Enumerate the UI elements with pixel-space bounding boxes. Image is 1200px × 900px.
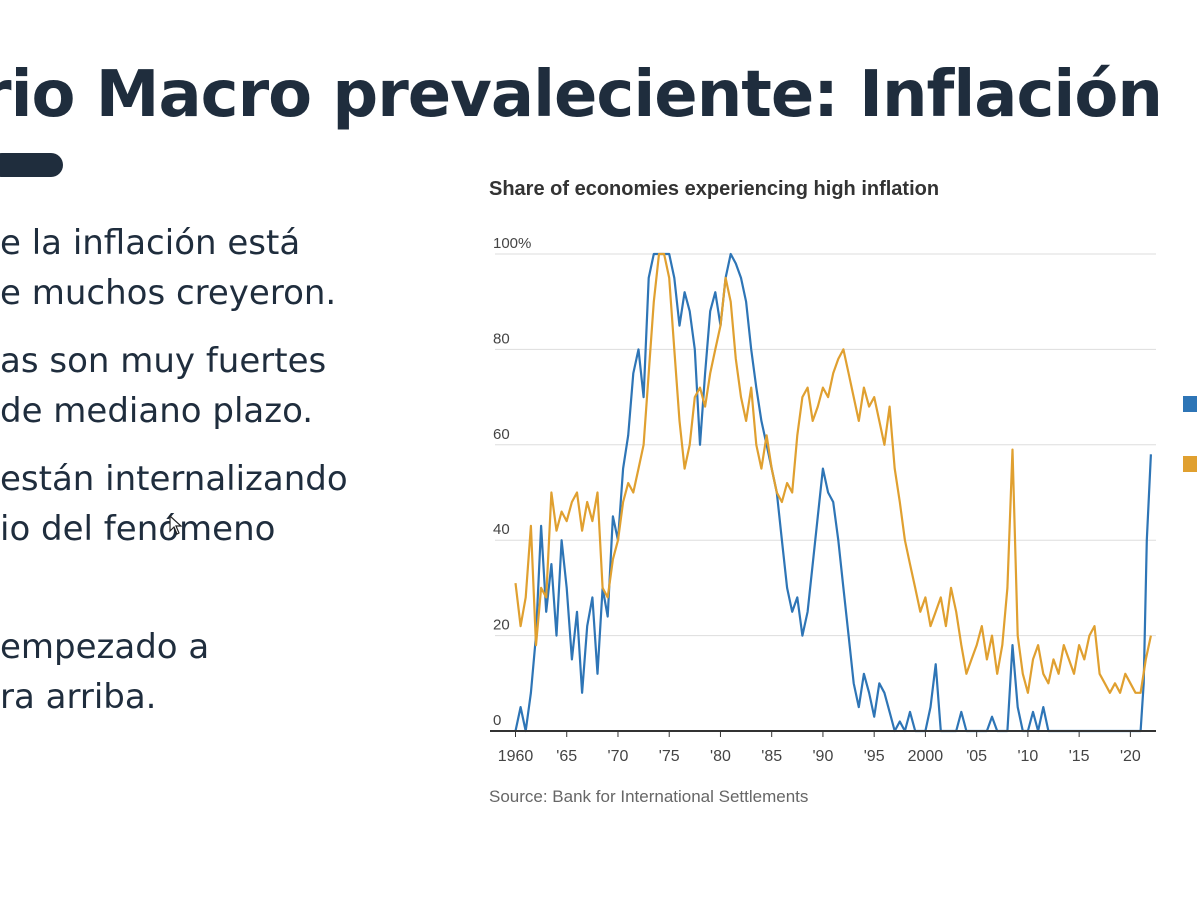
chart-series: [514, 252, 1152, 733]
bullet-2-line-2: de mediano plazo.: [0, 391, 314, 431]
chart-source: Source: Bank for International Settlemen…: [489, 787, 809, 806]
y-tick-label: 100%: [493, 235, 531, 252]
x-tick-label: 2000: [908, 748, 944, 765]
chart-title: Share of economies experiencing high inf…: [489, 178, 940, 200]
y-tick-label: 0: [493, 712, 501, 729]
y-tick-label: 40: [493, 521, 510, 538]
inflation-share-chart: 0 20 40 60 80 100% 1960 '65 '70 '75 '80 '85 '90 '95 2…: [490, 235, 1156, 765]
y-tick-label: 60: [493, 426, 510, 443]
bullet-1-line-1: e la inflación está: [0, 223, 301, 263]
bullet-block-4: empezado a ra arriba.: [0, 622, 209, 722]
legend-swatch-orange: [1183, 456, 1197, 472]
slide-title: rio Macro prevaleciente: Inflación: [0, 58, 1163, 132]
bullet-2-line-1: as son muy fuertes: [0, 341, 327, 381]
legend-swatch-blue: [1183, 396, 1197, 412]
x-tick-label: '70: [608, 748, 629, 765]
x-tick-label: '85: [761, 748, 782, 765]
x-tick-label: '80: [710, 748, 731, 765]
x-tick-label: '75: [659, 748, 680, 765]
y-tick-label: 20: [493, 617, 510, 634]
x-tick-label: '65: [556, 748, 577, 765]
chart-x-ticks: 1960 '65 '70 '75 '80 '85 '90 '95 2000 '05 '10 '15 '2…: [498, 731, 1141, 765]
series-line-2: [514, 252, 1152, 694]
x-tick-label: '20: [1120, 748, 1141, 765]
x-tick-label: '05: [966, 748, 987, 765]
x-tick-label: '15: [1069, 748, 1090, 765]
bullet-1-line-2: e muchos creyeron.: [0, 273, 337, 313]
bullet-block-1: e la inflación está e muchos creyeron.: [0, 218, 336, 318]
bullet-block-2: as son muy fuertes de mediano plazo.: [0, 336, 326, 436]
bullet-4-line-2: ra arriba.: [0, 677, 157, 717]
x-tick-label: 1960: [498, 748, 534, 765]
bullet-3-line-2: io del fenómeno: [0, 509, 276, 549]
bullet-3-line-1: están internalizando: [0, 459, 348, 499]
x-tick-label: '95: [864, 748, 885, 765]
x-tick-label: '10: [1017, 748, 1038, 765]
series-line-1: [514, 252, 1152, 733]
y-tick-label: 80: [493, 330, 510, 347]
bullet-block-3: están internalizando io del fenómeno: [0, 454, 348, 554]
chart-y-ticks: 0 20 40 60 80 100%: [493, 235, 531, 729]
x-tick-label: '90: [813, 748, 834, 765]
chart-gridlines: [495, 253, 1156, 637]
bullet-4-line-1: empezado a: [0, 627, 210, 667]
mouse-cursor-icon: [169, 515, 183, 535]
title-accent-bar: [0, 153, 63, 177]
